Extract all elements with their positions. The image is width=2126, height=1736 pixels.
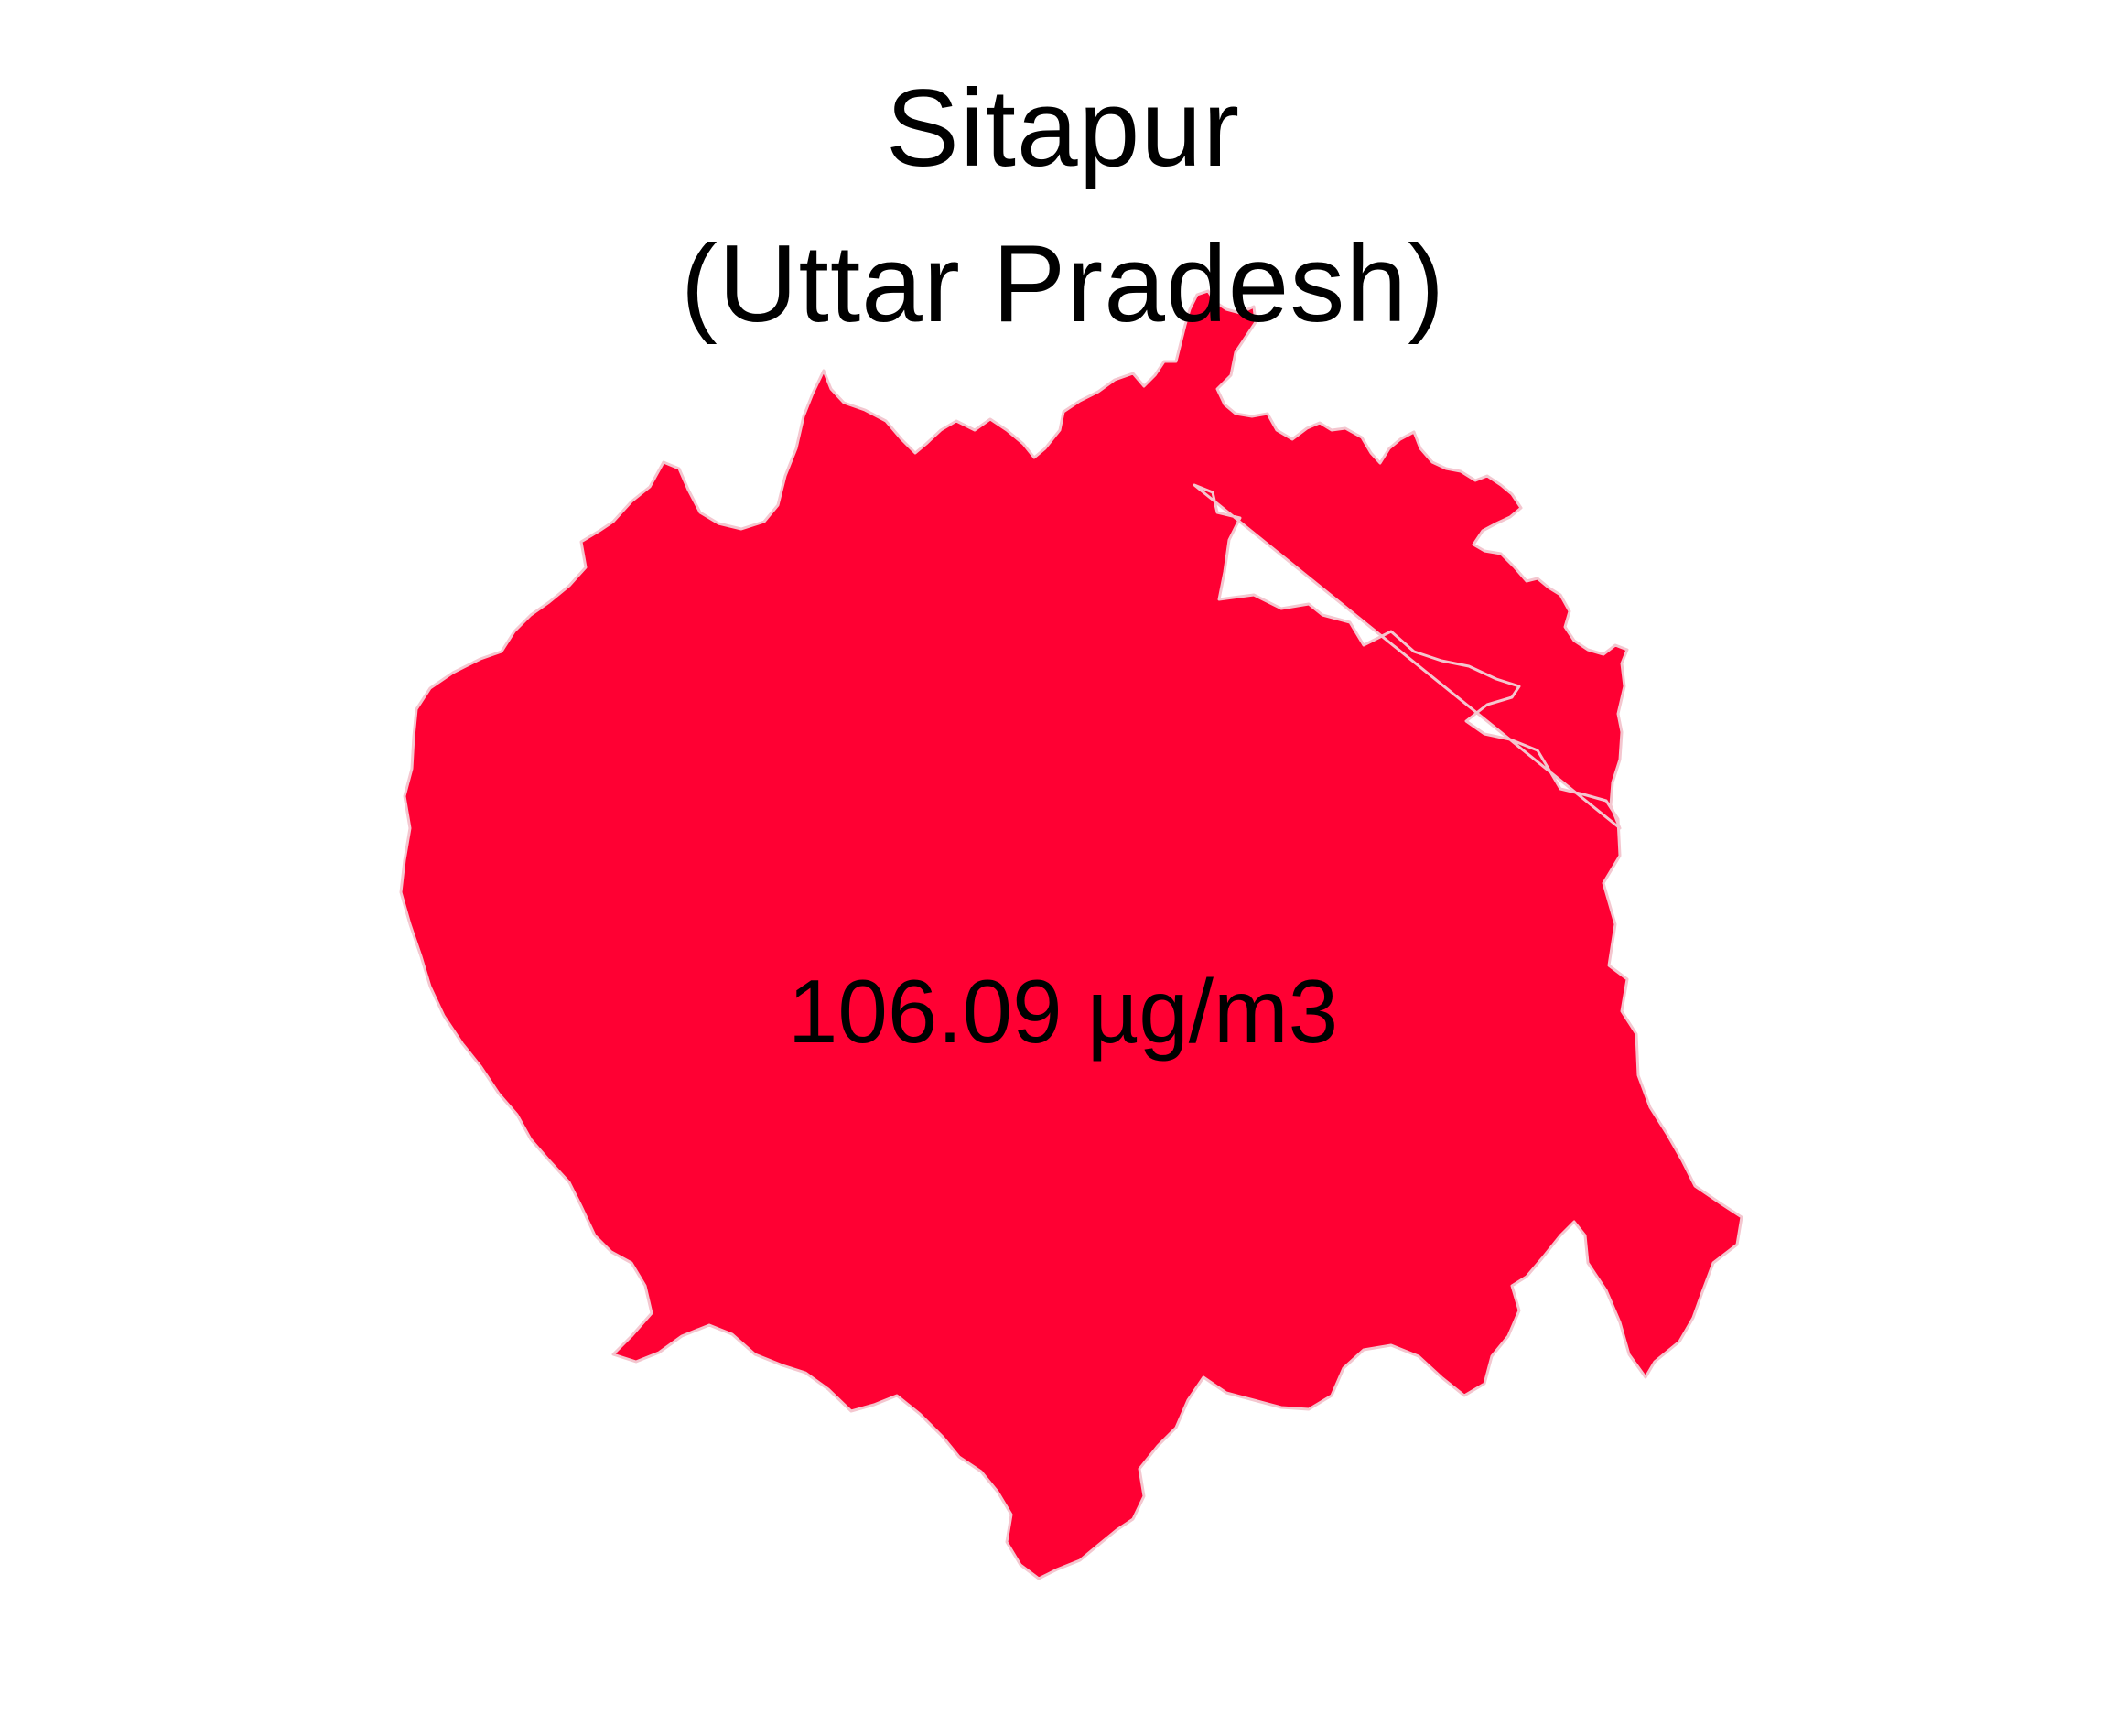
pollution-value-label: 106.09 µg/m3 <box>787 961 1339 1062</box>
sitapur-district-shape <box>399 289 1743 1580</box>
state-name: (Uttar Pradesh) <box>680 222 1446 345</box>
map-title: Sitapur (Uttar Pradesh) <box>0 50 2126 361</box>
district-name: Sitapur <box>885 67 1241 189</box>
